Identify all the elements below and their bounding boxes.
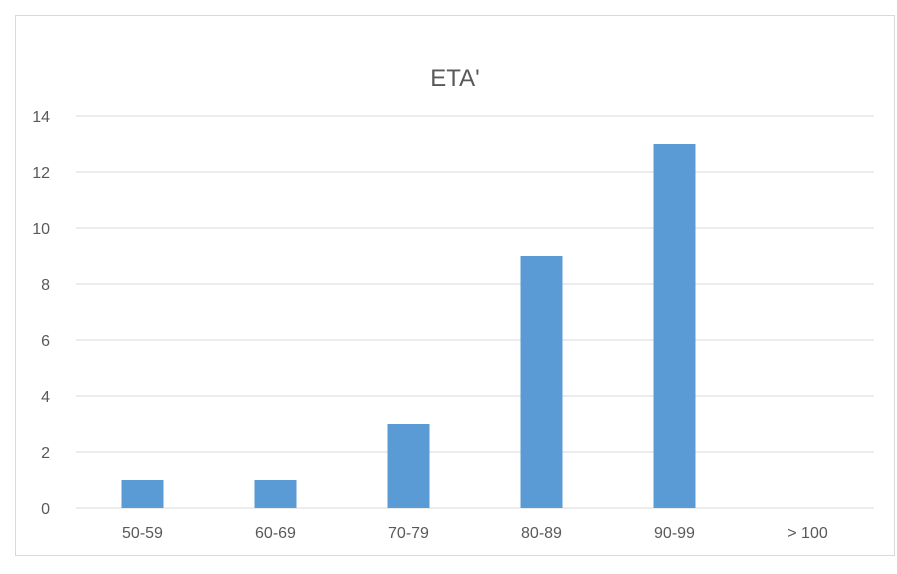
chart-title: ETA' <box>430 65 479 92</box>
bar-70-79 <box>387 424 430 508</box>
x-tick-label: 50-59 <box>122 525 163 542</box>
chart-area: ETA' 0 2 4 6 8 10 12 14 50-59 60-69 70-79 80-89 90-… <box>15 15 895 556</box>
bar-60-69 <box>254 480 297 508</box>
bars <box>121 144 696 508</box>
bar-chart: ETA' 0 2 4 6 8 10 12 14 50-59 60-69 70-79 80-89 90-… <box>32 65 874 542</box>
x-axis-tick-labels: 50-59 60-69 70-79 80-89 90-99 > 100 <box>122 525 828 542</box>
x-tick-label: 80-89 <box>521 525 562 542</box>
bar-50-59 <box>121 480 164 508</box>
x-tick-label: > 100 <box>787 525 828 542</box>
y-tick-label: 4 <box>41 389 50 406</box>
y-tick-label: 2 <box>41 445 50 462</box>
y-tick-label: 14 <box>32 109 50 126</box>
y-axis-tick-labels: 0 2 4 6 8 10 12 14 <box>32 109 50 518</box>
y-tick-label: 8 <box>41 277 50 294</box>
x-tick-label: 90-99 <box>654 525 695 542</box>
y-tick-label: 0 <box>41 501 50 518</box>
x-tick-label: 60-69 <box>255 525 296 542</box>
gridlines <box>76 115 874 509</box>
y-tick-label: 10 <box>32 221 50 238</box>
y-tick-label: 6 <box>41 333 50 350</box>
y-tick-label: 12 <box>32 165 50 182</box>
x-tick-label: 70-79 <box>388 525 429 542</box>
bar-80-89 <box>520 256 563 508</box>
bar-90-99 <box>653 144 696 508</box>
